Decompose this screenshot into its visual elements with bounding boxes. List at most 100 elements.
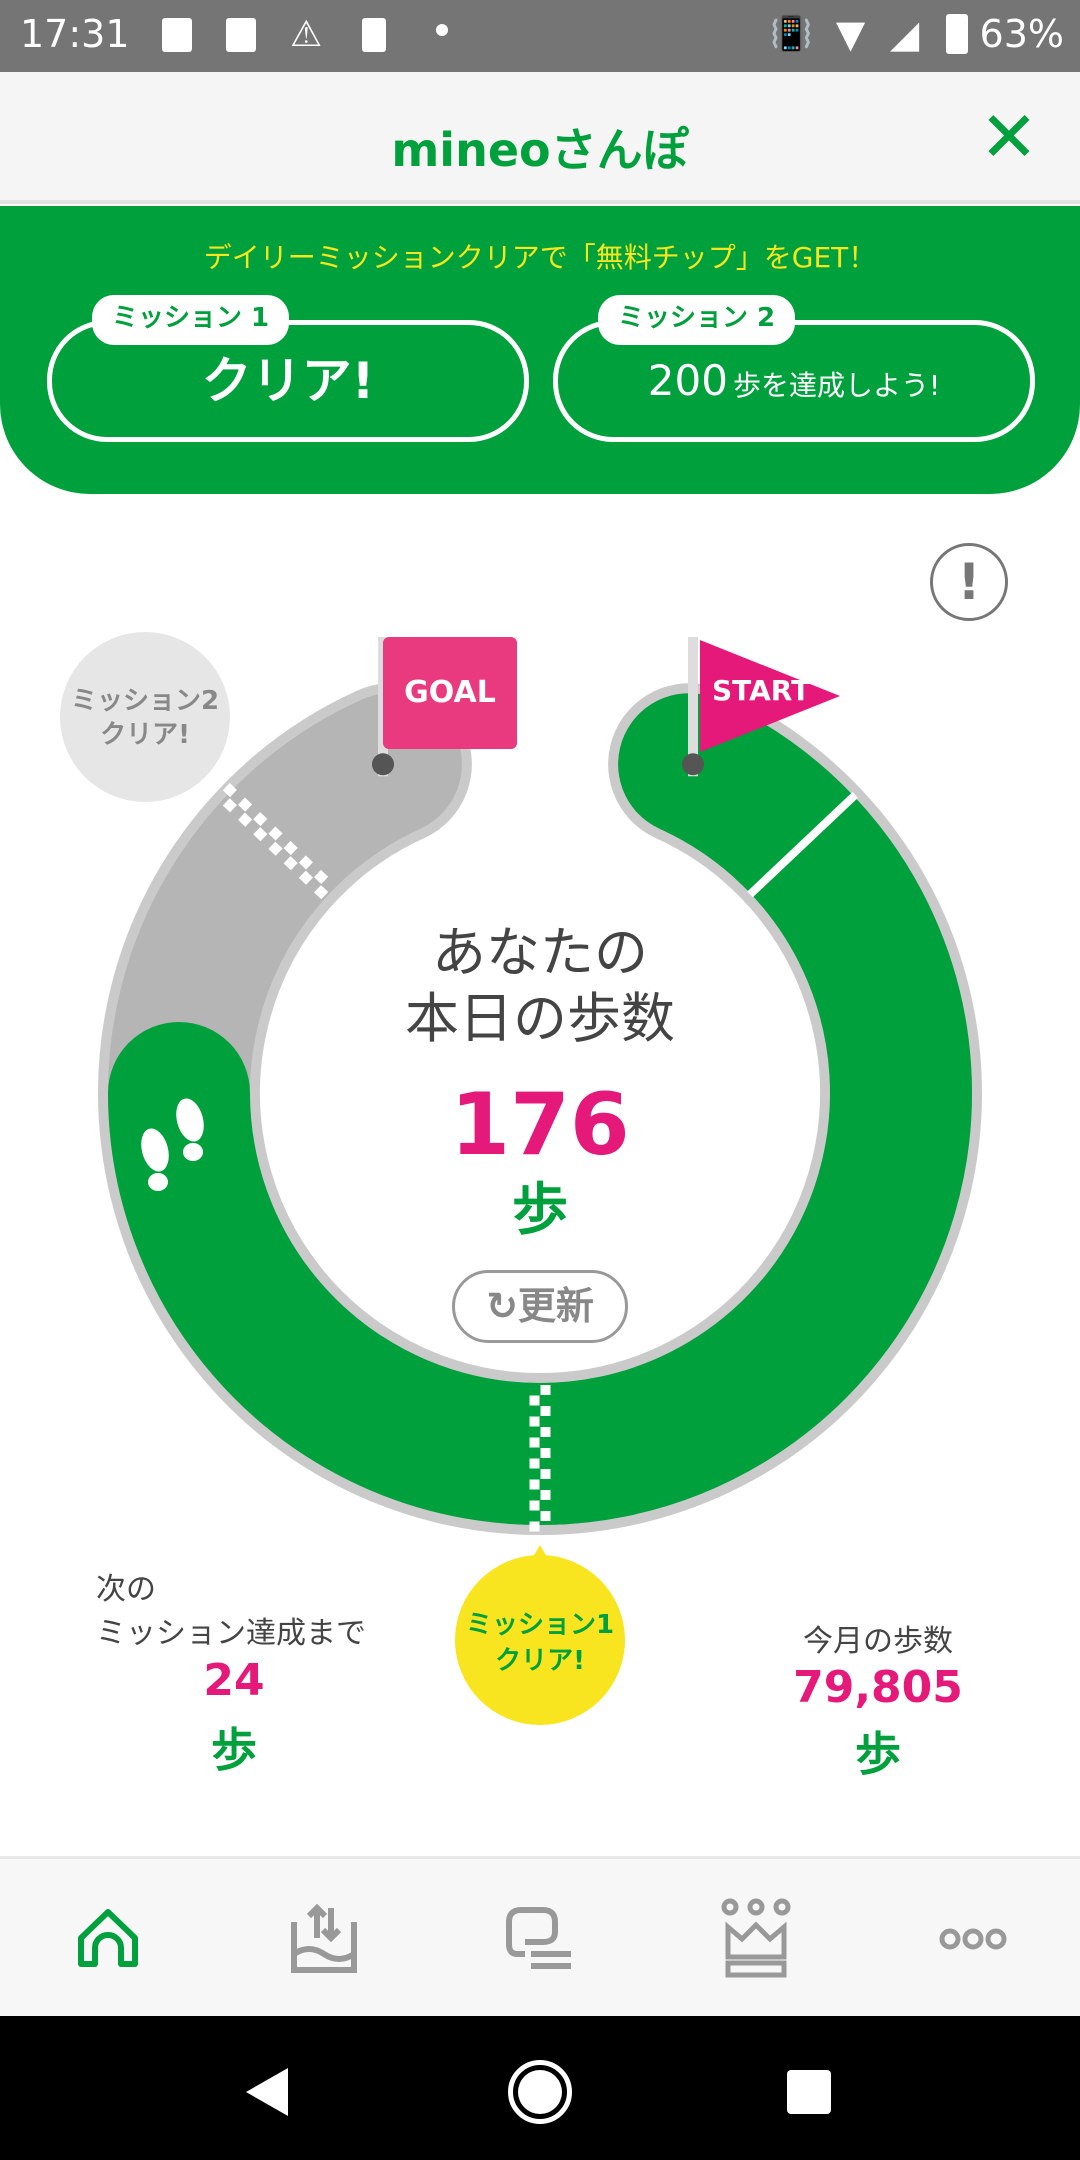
checker-square bbox=[540, 1490, 551, 1500]
start-flag bbox=[700, 640, 840, 752]
refresh-label: 更新 bbox=[517, 1284, 594, 1328]
label-line: 次の bbox=[96, 1572, 156, 1607]
battery-icon bbox=[946, 14, 968, 54]
more-icon bbox=[939, 1928, 1007, 1950]
nfc-icon: 📳 bbox=[770, 14, 813, 54]
checker-square bbox=[540, 1427, 551, 1437]
checker-square bbox=[253, 827, 268, 842]
app-header: mineoさんぽ ✕ bbox=[0, 72, 1080, 204]
checker-square bbox=[529, 1395, 540, 1406]
next-mission-steps: 24 bbox=[203, 1655, 265, 1706]
checker-square bbox=[298, 855, 313, 870]
flag-base-dot bbox=[682, 753, 704, 776]
status-time: 17:31 bbox=[20, 12, 130, 56]
signal-icon: ◢ bbox=[890, 12, 920, 56]
today-steps-value: 176 bbox=[450, 1075, 630, 1175]
wifi-icon: ▼ bbox=[836, 12, 866, 56]
checker-square bbox=[529, 1458, 540, 1469]
nav-data-transfer[interactable] bbox=[274, 1889, 374, 1989]
checker-square bbox=[314, 885, 329, 900]
back-icon[interactable] bbox=[246, 2068, 288, 2116]
mission-1-clear-bubble: ミッション1 クリア! bbox=[455, 1555, 625, 1725]
checker-square bbox=[268, 841, 283, 856]
checker-square bbox=[529, 1416, 540, 1427]
checker-square bbox=[540, 1448, 551, 1458]
nav-more[interactable] bbox=[923, 1889, 1023, 1989]
label-line: 本日の歩数 bbox=[405, 987, 675, 1050]
checker-square bbox=[283, 856, 298, 871]
mission-2-tag: ミッション 2 bbox=[598, 295, 796, 345]
mission-2-goal-steps: 200 bbox=[647, 356, 728, 405]
checker-square bbox=[238, 812, 253, 827]
label-line: ミッション達成まで bbox=[96, 1616, 366, 1651]
today-steps-label: あなたの 本日の歩数 bbox=[290, 920, 790, 1052]
close-icon[interactable]: ✕ bbox=[979, 96, 1039, 178]
mission-1-tag: ミッション 1 bbox=[92, 295, 290, 345]
month-steps-value: 79,805 bbox=[793, 1662, 963, 1713]
checker-square bbox=[540, 1385, 551, 1395]
home-circle-icon[interactable] bbox=[508, 2060, 572, 2124]
footprint-icon bbox=[176, 1098, 204, 1142]
next-mission-unit: 歩 bbox=[211, 1723, 257, 1777]
footprint-heel bbox=[183, 1143, 203, 1161]
checker-square bbox=[298, 870, 313, 885]
checker-square bbox=[314, 869, 329, 885]
checker-square bbox=[238, 797, 253, 812]
footprint-icon bbox=[141, 1128, 169, 1172]
chat-icon bbox=[506, 1907, 571, 1969]
download-icon bbox=[362, 18, 386, 52]
promo-text: デイリーミッションクリアで「無料チップ」をGET！ bbox=[203, 241, 877, 274]
daily-mission-banner: デイリーミッションクリアで「無料チップ」をGET！ ミッション 1 クリア! ミ… bbox=[0, 206, 1080, 494]
next-mission-label: 次の ミッション達成まで bbox=[96, 1568, 366, 1656]
goal-label: GOAL bbox=[404, 675, 496, 710]
bubble-line: クリア! bbox=[100, 720, 190, 750]
ranking-crown-icon bbox=[721, 1898, 791, 1978]
mission-2-card[interactable]: ミッション 2 200 歩を達成しよう! bbox=[553, 295, 1035, 442]
mission-1-card[interactable]: ミッション 1 クリア! bbox=[47, 295, 529, 442]
month-steps-unit: 歩 bbox=[855, 1727, 901, 1781]
data-transfer-icon bbox=[291, 1903, 357, 1973]
system-nav-bar bbox=[0, 2016, 1080, 2160]
bubble-line: クリア! bbox=[495, 1646, 585, 1676]
page-title: mineoさんぽ bbox=[391, 123, 689, 177]
mission-1-status: クリア! bbox=[201, 352, 375, 410]
battery-percent: 63% bbox=[979, 12, 1064, 56]
home-icon bbox=[78, 1909, 138, 1967]
today-steps-unit: 歩 bbox=[512, 1178, 568, 1243]
checker-square bbox=[540, 1406, 551, 1416]
checker-square bbox=[540, 1511, 551, 1521]
checker-square bbox=[268, 826, 283, 841]
checker-square bbox=[283, 840, 298, 856]
info-icon[interactable]: ! bbox=[930, 543, 1008, 621]
status-bar: 17:31 ⚠ 📳 ▼ ◢ 63% bbox=[0, 0, 1080, 72]
checker-square bbox=[222, 798, 237, 813]
mission-divider bbox=[747, 791, 859, 898]
label-line: あなたの bbox=[432, 921, 648, 984]
nav-home[interactable] bbox=[58, 1889, 158, 1989]
footprint-heel bbox=[148, 1173, 168, 1191]
checker-square bbox=[529, 1500, 540, 1511]
checker-square bbox=[222, 782, 237, 798]
recents-icon[interactable] bbox=[787, 2070, 831, 2114]
checker-square bbox=[529, 1479, 540, 1490]
nav-chat[interactable] bbox=[490, 1889, 590, 1989]
bottom-nav bbox=[0, 1856, 1080, 2016]
refresh-icon: ↻ bbox=[486, 1284, 518, 1328]
mission-2-clear-bubble: ミッション2 クリア! bbox=[60, 632, 230, 802]
news-icon bbox=[226, 18, 256, 52]
course-ring bbox=[98, 637, 982, 1535]
start-label: START bbox=[712, 674, 811, 707]
walked-track bbox=[108, 693, 972, 1525]
dot-icon bbox=[436, 24, 448, 36]
flag-base-dot bbox=[372, 753, 394, 776]
warning-icon: ⚠ bbox=[290, 14, 323, 55]
checker-square bbox=[529, 1437, 540, 1448]
checker-square bbox=[529, 1521, 540, 1532]
gallery-icon bbox=[162, 18, 192, 52]
bubble-line: ミッション1 bbox=[465, 1610, 615, 1640]
month-steps-label: 今月の歩数 bbox=[803, 1624, 953, 1659]
refresh-button[interactable]: ↻更新 bbox=[452, 1270, 628, 1343]
mission-2-goal-text: 歩を達成しよう! bbox=[733, 369, 941, 402]
checker-square bbox=[540, 1469, 551, 1479]
nav-ranking[interactable] bbox=[706, 1889, 806, 1989]
